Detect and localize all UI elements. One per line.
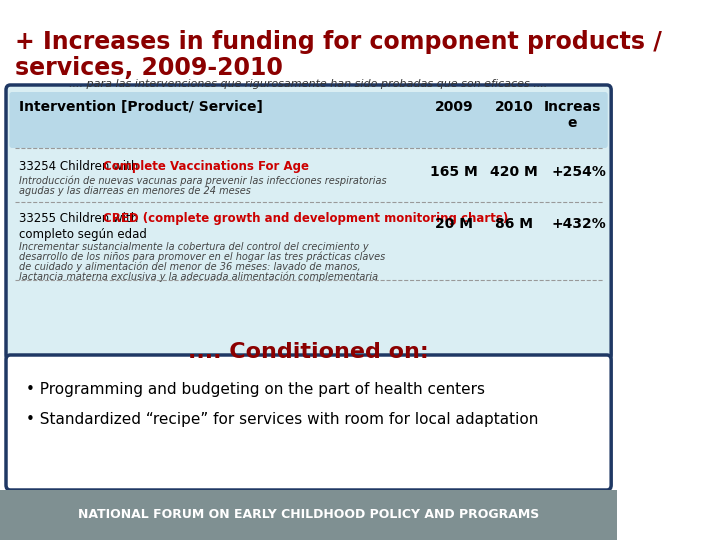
Text: NATIONAL FORUM ON EARLY CHILDHOOD POLICY AND PROGRAMS: NATIONAL FORUM ON EARLY CHILDHOOD POLICY…: [78, 509, 539, 522]
Text: Incrementar sustancialmente la cobertura del control del crecimiento y: Incrementar sustancialmente la cobertura…: [19, 242, 369, 252]
Text: lactancia materna exclusiva y la adecuada alimentación complementaria: lactancia materna exclusiva y la adecuad…: [19, 272, 378, 282]
Text: Complete Vaccinations For Age: Complete Vaccinations For Age: [103, 160, 309, 173]
Text: .... para las intervenciones que rigurosamente han sido probadas que son eficace: .... para las intervenciones que riguros…: [69, 79, 548, 89]
FancyBboxPatch shape: [0, 490, 617, 540]
FancyBboxPatch shape: [6, 85, 611, 360]
Text: services, 2009-2010: services, 2009-2010: [15, 56, 283, 80]
Text: agudas y las diarreas en menores de 24 meses: agudas y las diarreas en menores de 24 m…: [19, 186, 251, 196]
Text: +432%: +432%: [552, 217, 606, 231]
Text: 33255 Children with: 33255 Children with: [19, 212, 142, 225]
Text: • Programming and budgeting on the part of health centers: • Programming and budgeting on the part …: [26, 382, 485, 397]
Text: 2010: 2010: [495, 100, 534, 114]
Text: de cuidado y alimentación del menor de 36 meses: lavado de manos,: de cuidado y alimentación del menor de 3…: [19, 262, 361, 273]
Text: Increas
e: Increas e: [544, 100, 601, 130]
Text: + Increases in funding for component products /: + Increases in funding for component pro…: [15, 30, 662, 54]
Text: 165 M: 165 M: [431, 165, 478, 179]
Text: CRED (complete growth and development monitoring charts): CRED (complete growth and development mo…: [103, 212, 508, 225]
Text: +254%: +254%: [552, 165, 606, 179]
Text: .... Conditioned on:: .... Conditioned on:: [188, 342, 429, 362]
Text: 20 M: 20 M: [436, 217, 473, 231]
Text: 86 M: 86 M: [495, 217, 534, 231]
Text: Intervention [Product/ Service]: Intervention [Product/ Service]: [19, 100, 263, 114]
Text: 420 M: 420 M: [490, 165, 538, 179]
Text: 33254 Children with: 33254 Children with: [19, 160, 142, 173]
Text: Introducción de nuevas vacunas para prevenir las infecciones respiratorias: Introducción de nuevas vacunas para prev…: [19, 176, 387, 186]
Text: • Standardized “recipe” for services with room for local adaptation: • Standardized “recipe” for services wit…: [26, 412, 538, 427]
Text: completo según edad: completo según edad: [19, 228, 147, 241]
Text: desarrollo de los niños para promover en el hogar las tres prácticas claves: desarrollo de los niños para promover en…: [19, 252, 385, 262]
Text: 2009: 2009: [435, 100, 474, 114]
FancyBboxPatch shape: [9, 92, 608, 148]
FancyBboxPatch shape: [6, 355, 611, 490]
